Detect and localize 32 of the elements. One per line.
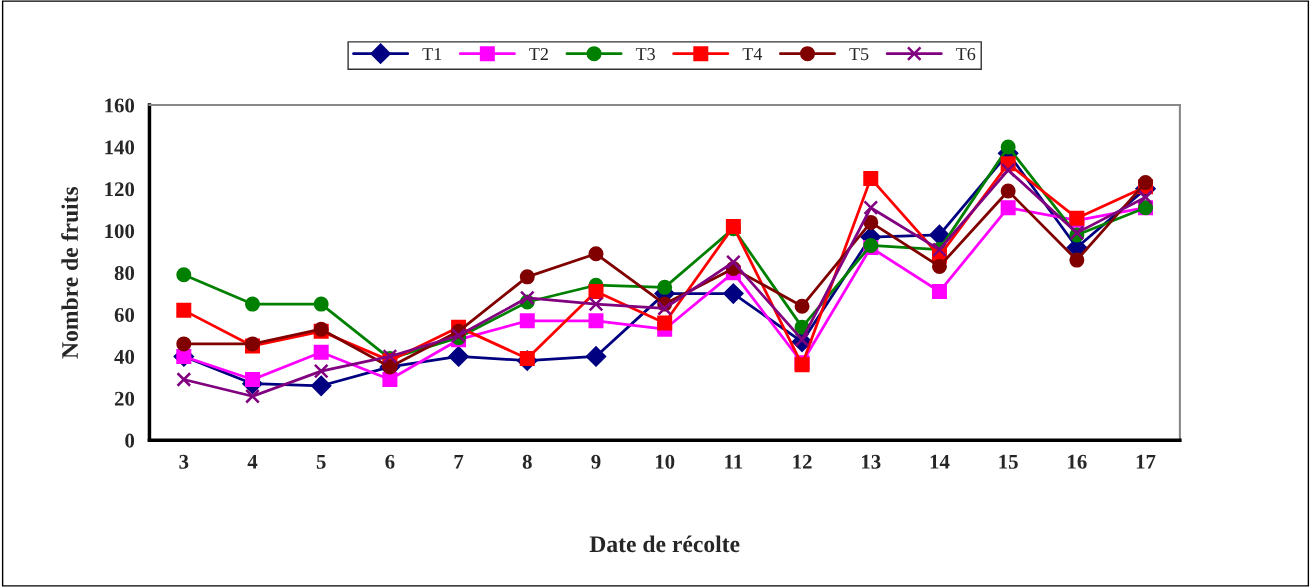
x-tick-label: 8 (522, 454, 532, 469)
x-tick-label: 4 (247, 454, 258, 469)
y-tick-label: 140 (105, 140, 135, 155)
x-tick-label: 13 (862, 454, 881, 469)
y-tick-label: 120 (105, 182, 135, 197)
y-axis-title: Nombre de fruits (61, 186, 79, 359)
y-tick-label: 60 (114, 307, 135, 322)
y-tick-label: 160 (105, 98, 135, 113)
x-tick-label: 11 (725, 454, 743, 469)
x-tick-label: 14 (930, 454, 950, 469)
y-tick-label: 0 (125, 433, 135, 448)
x-axis-title: Date de récolte (589, 535, 740, 553)
legend-label: T3 (635, 48, 655, 61)
y-tick-label: 40 (114, 349, 135, 364)
x-tick-label: 12 (793, 454, 812, 469)
x-tick-label: 3 (179, 454, 189, 469)
x-tick-label: 9 (591, 454, 601, 469)
legend-label: T4 (742, 48, 763, 60)
legend-label: T5 (849, 48, 869, 61)
x-tick-label: 5 (316, 454, 326, 469)
x-tick-label: 7 (454, 454, 464, 469)
x-tick-label: 15 (999, 454, 1018, 469)
y-tick-label: 100 (105, 224, 135, 239)
x-tick-label: 17 (1136, 454, 1156, 469)
y-tick-label: 20 (114, 391, 135, 406)
legend-label: T1 (422, 48, 442, 60)
x-tick-label: 16 (1068, 454, 1087, 469)
legend-label: T6 (956, 48, 976, 61)
x-tick-label: 6 (385, 454, 395, 469)
legend-label: T2 (529, 48, 548, 60)
x-tick-label: 10 (655, 454, 675, 469)
y-tick-label: 80 (114, 266, 135, 281)
